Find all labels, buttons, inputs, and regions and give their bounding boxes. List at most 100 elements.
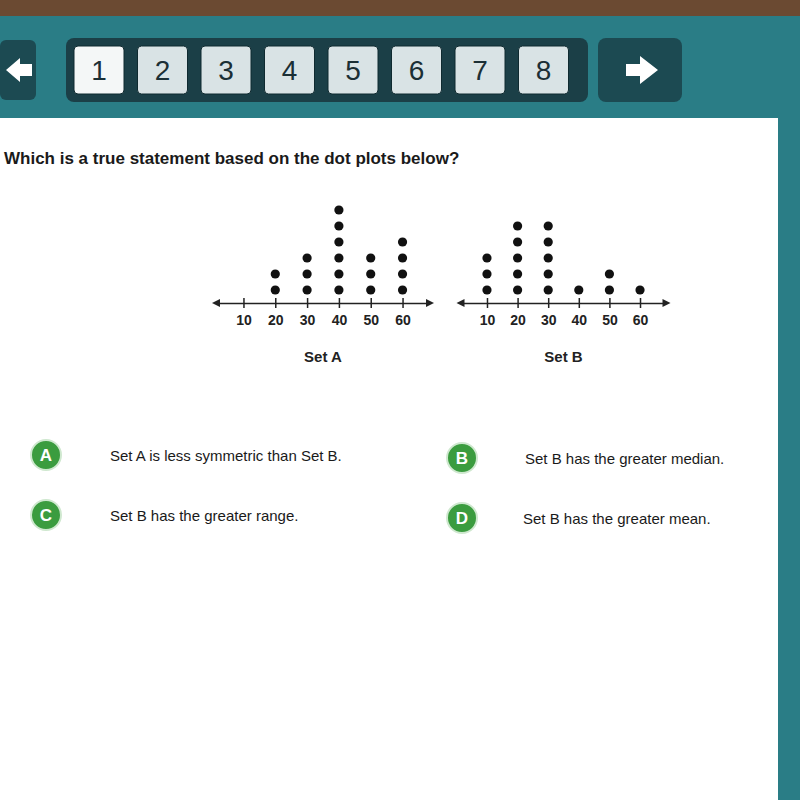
- page-button[interactable]: [74, 46, 124, 94]
- axis-arrow: [212, 299, 220, 307]
- dot-stack: [635, 285, 644, 294]
- page-button[interactable]: [201, 46, 251, 94]
- page-button[interactable]: [138, 46, 188, 94]
- page-number: 2: [155, 55, 171, 86]
- page-button[interactable]: [519, 46, 569, 94]
- dot: [366, 285, 375, 294]
- tick: 10: [236, 298, 252, 328]
- nav-bar: [66, 38, 588, 102]
- page: 12345678Which is a true statement based …: [0, 0, 800, 800]
- tick-label: 20: [268, 312, 284, 328]
- next-arrow: [626, 56, 658, 84]
- tick-mark: [548, 298, 550, 308]
- tick-mark: [579, 298, 581, 308]
- background: [0, 0, 800, 800]
- option[interactable]: C Set B has the greater range.: [31, 500, 298, 530]
- dot: [574, 285, 583, 294]
- dot-stack: [366, 253, 375, 294]
- option[interactable]: BSet B has the greater median.: [447, 443, 724, 473]
- option[interactable]: ASet A is less symmetric than Set B.: [31, 440, 342, 470]
- axis-line: [219, 303, 429, 305]
- tick: 20: [510, 298, 526, 328]
- page-number: 7: [472, 55, 488, 86]
- page-number: 8: [536, 55, 552, 86]
- dot: [334, 205, 343, 214]
- option-badge[interactable]: [31, 440, 61, 470]
- option-text: Set B has the greater range.: [110, 507, 298, 524]
- dot: [635, 285, 644, 294]
- tick-mark: [307, 298, 309, 308]
- page-number: 4: [282, 55, 298, 86]
- tick-label: 50: [602, 312, 618, 328]
- tick-mark: [402, 298, 404, 308]
- tick-mark: [487, 298, 489, 308]
- page-button[interactable]: [328, 46, 378, 94]
- dot: [482, 285, 491, 294]
- x-axis: 10 20 30 40 50 60: [219, 298, 429, 328]
- dot: [334, 269, 343, 278]
- tick: 10: [480, 298, 496, 328]
- dot: [334, 237, 343, 246]
- option-badge[interactable]: [447, 443, 477, 473]
- dot: [605, 269, 614, 278]
- tick-label: 40: [332, 312, 348, 328]
- page-button[interactable]: [265, 46, 315, 94]
- option-badge[interactable]: [447, 503, 477, 533]
- dot: [544, 253, 553, 262]
- option[interactable]: DSet B has the greater mean.: [447, 503, 711, 533]
- axis-line: [463, 303, 665, 305]
- next-button[interactable]: [598, 38, 682, 102]
- dot-stack: [302, 253, 311, 294]
- page-button[interactable]: [455, 46, 505, 94]
- tick-label: 60: [633, 312, 649, 328]
- tick-label: 60: [395, 312, 411, 328]
- dot: [482, 269, 491, 278]
- option-text: Set B has the greater mean.: [523, 510, 711, 527]
- tick-mark: [370, 298, 372, 308]
- tick-label: 10: [480, 312, 496, 328]
- tick: 40: [332, 298, 348, 328]
- dot-stack: [574, 285, 583, 294]
- tick: 50: [602, 298, 618, 328]
- dot: [544, 269, 553, 278]
- dot: [513, 253, 522, 262]
- dot-stack: [513, 221, 522, 294]
- axis-arrow: [426, 299, 434, 307]
- tick: 50: [363, 298, 379, 328]
- tick-mark: [275, 298, 277, 308]
- dot: [544, 285, 553, 294]
- option-badge[interactable]: [31, 500, 61, 530]
- dot: [271, 285, 280, 294]
- dot: [605, 285, 614, 294]
- tick-label: 50: [363, 312, 379, 328]
- dot: [334, 221, 343, 230]
- tick-label: 30: [541, 312, 557, 328]
- tick: 60: [633, 298, 649, 328]
- card: [0, 118, 778, 800]
- page-button[interactable]: [392, 46, 442, 94]
- dot: [302, 253, 311, 262]
- tick-label: 30: [300, 312, 316, 328]
- tick-mark: [609, 298, 611, 308]
- question: Which is a true statement based on the d…: [4, 149, 459, 168]
- tick-mark: [339, 298, 341, 308]
- tick-mark: [517, 298, 519, 308]
- dot: [302, 269, 311, 278]
- dot-stack: [271, 269, 280, 294]
- dot: [513, 269, 522, 278]
- page-number: 3: [218, 55, 234, 86]
- dot-stack: [334, 205, 343, 294]
- chart-title: Set A: [304, 348, 342, 365]
- chart-title: Set B: [544, 348, 583, 365]
- dot-stack: [482, 253, 491, 294]
- tick-mark: [243, 298, 245, 308]
- dot-stack: [544, 221, 553, 294]
- dot: [544, 221, 553, 230]
- nav-buttons: 12345678: [74, 46, 569, 94]
- prev-button[interactable]: [0, 40, 36, 100]
- option-letter: C: [40, 506, 52, 525]
- tick: 20: [268, 298, 284, 328]
- dot-plot: 10 20 30 40 50 60 Set A: [212, 205, 434, 365]
- x-axis: 102030405060: [463, 298, 665, 328]
- dot-stack: [605, 269, 614, 294]
